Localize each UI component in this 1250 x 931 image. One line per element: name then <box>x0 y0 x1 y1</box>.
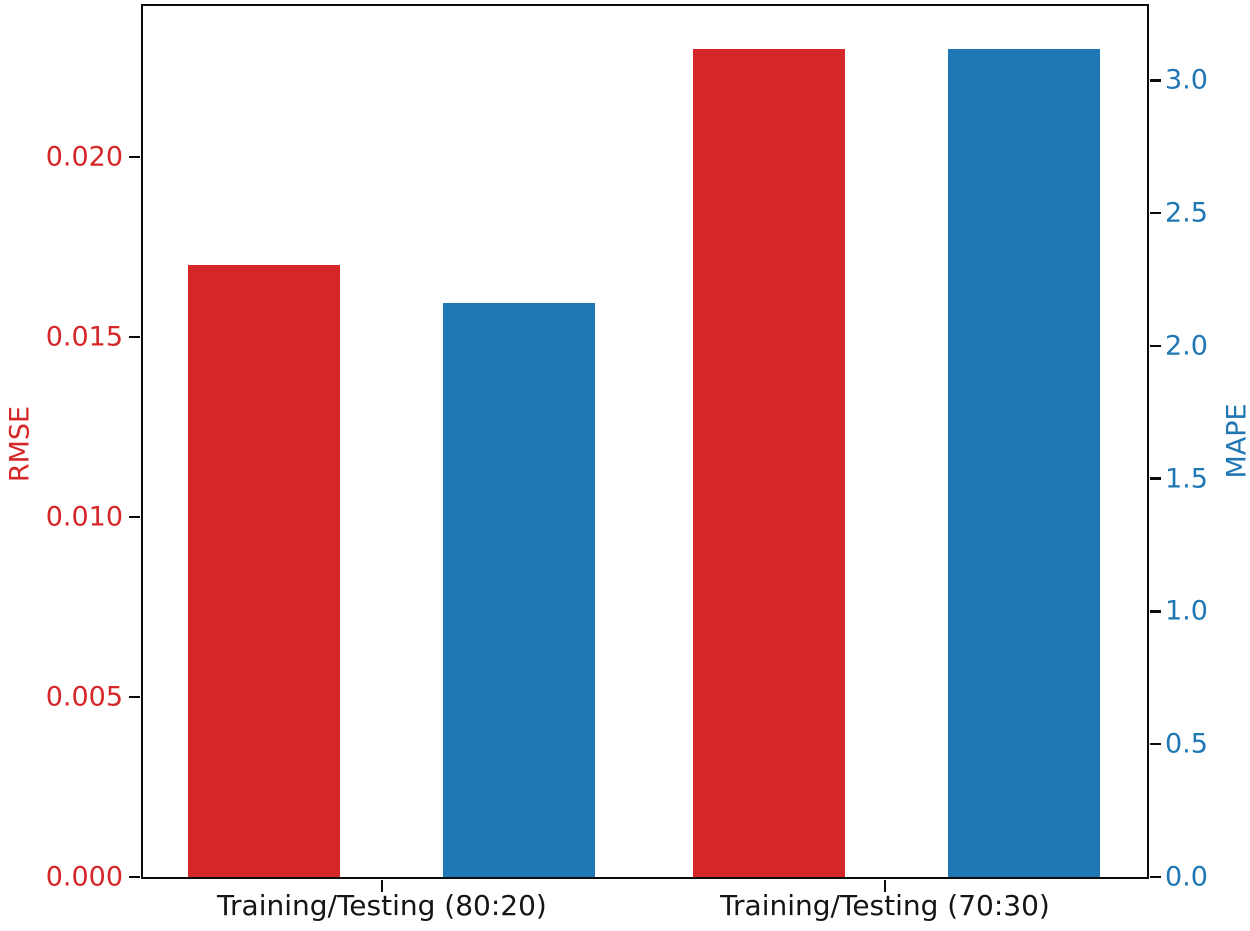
right-tick-label: 2.0 <box>1165 330 1208 362</box>
left-tick-label: 0.020 <box>45 141 123 173</box>
bar-mape-80-20 <box>442 303 595 877</box>
left-tick-label: 0.010 <box>45 501 123 533</box>
left-tick-mark <box>129 515 140 519</box>
x-category-label: Training/Testing (80:20) <box>217 889 547 922</box>
bar-mape-70-30 <box>948 48 1100 877</box>
right-tick-label: 0.0 <box>1165 861 1208 893</box>
right-tick-label: 1.5 <box>1165 463 1208 495</box>
right-axis-title: MAPE <box>1221 403 1250 479</box>
left-tick-label: 0.015 <box>45 321 123 353</box>
x-category-label: Training/Testing (70:30) <box>720 889 1050 922</box>
right-tick-label: 1.0 <box>1165 595 1208 627</box>
right-tick-mark <box>1150 477 1161 480</box>
right-tick-mark <box>1150 79 1161 82</box>
left-tick-mark <box>129 695 140 699</box>
x-tick-mark <box>883 880 887 892</box>
right-tick-mark <box>1150 610 1161 613</box>
right-tick-mark <box>1150 211 1161 215</box>
left-tick-mark <box>129 875 140 879</box>
right-tick-mark <box>1150 875 1161 879</box>
left-tick-mark <box>129 335 140 339</box>
right-tick-mark <box>1150 742 1161 746</box>
bar-rmse-70-30 <box>692 49 845 877</box>
left-tick-label: 0.005 <box>45 681 123 713</box>
right-tick-label: 2.5 <box>1165 197 1208 229</box>
left-axis-title: RMSE <box>4 405 36 483</box>
right-tick-mark <box>1150 344 1161 348</box>
x-tick-mark <box>380 880 384 892</box>
right-tick-label: 3.0 <box>1165 64 1208 96</box>
plot-area: 0.000 0.005 0.010 0.015 0.020 0.0 0.5 1.0 1.5 2.… <box>46 4 1208 920</box>
left-tick-label: 0.000 <box>45 861 123 893</box>
right-tick-label: 0.5 <box>1165 728 1208 760</box>
left-tick-mark <box>129 155 140 159</box>
bar-rmse-80-20 <box>187 265 340 877</box>
